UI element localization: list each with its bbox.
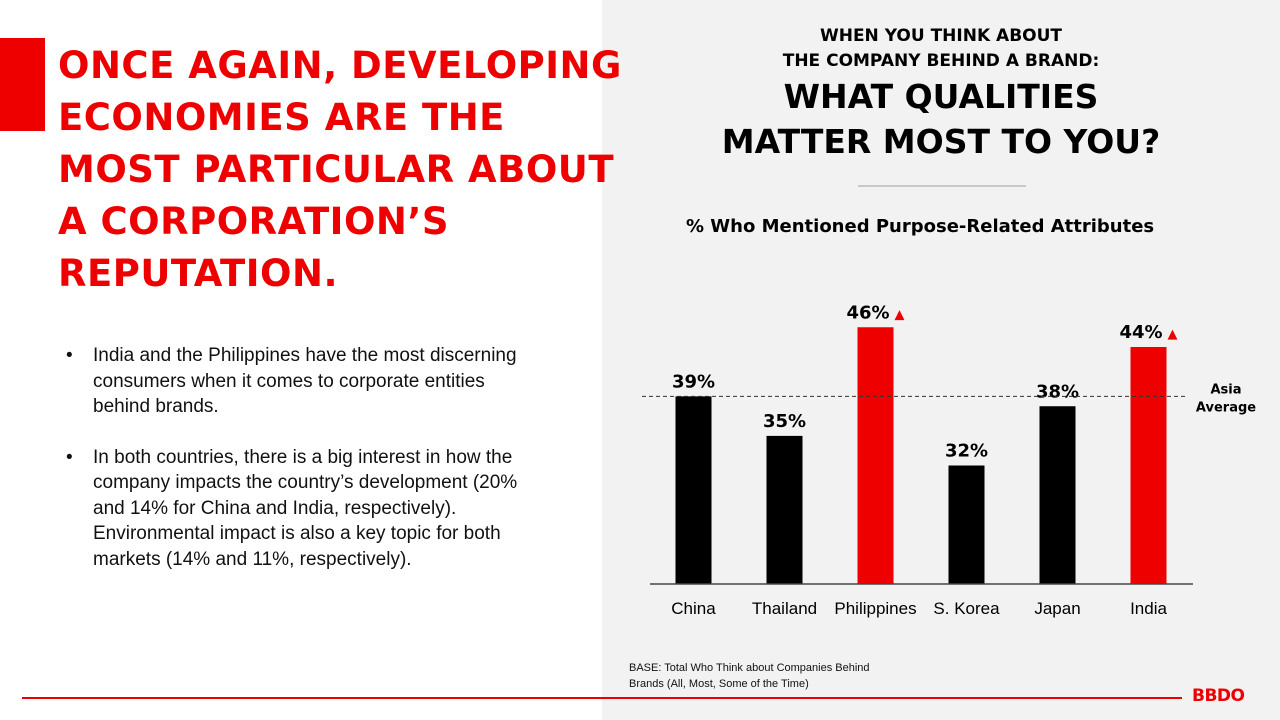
bullet-text-line: India and the Philippines have the most … bbox=[93, 345, 517, 366]
bullet-text-line: Environmental impact is also a key topic… bbox=[93, 523, 501, 544]
headline-line: ECONOMIES ARE THE bbox=[58, 96, 505, 139]
accent-block bbox=[0, 38, 45, 131]
category-label: China bbox=[671, 599, 716, 618]
bar-value-label: 32% bbox=[945, 441, 988, 462]
headline-line: MOST PARTICULAR ABOUT bbox=[58, 148, 615, 191]
bullet-text-line: and 14% for China and India, respectivel… bbox=[93, 497, 457, 519]
bullet-text-line: behind brands. bbox=[93, 396, 219, 417]
question-heading-line: MATTER MOST TO YOU? bbox=[721, 122, 1161, 161]
divider bbox=[858, 185, 1026, 187]
category-label: Philippines bbox=[834, 599, 916, 618]
base-note-line: BASE: Total Who Think about Companies Be… bbox=[629, 662, 870, 674]
headline: ONCE AGAIN, DEVELOPING ECONOMIES ARE THE… bbox=[58, 40, 622, 300]
headline-line: REPUTATION. bbox=[58, 252, 339, 295]
category-label: Japan bbox=[1034, 599, 1080, 618]
asia-average-label: Average bbox=[1196, 400, 1256, 415]
question-heading-line: WHAT QUALITIES bbox=[783, 77, 1099, 116]
category-label: Thailand bbox=[752, 599, 817, 618]
bullet-item: • India and the Philippines have the mos… bbox=[66, 343, 566, 420]
bar-china bbox=[675, 396, 712, 584]
asia-average-label: Asia bbox=[1210, 382, 1241, 397]
bullet-marker: • bbox=[66, 345, 73, 366]
bar-value-label: 35% bbox=[763, 411, 806, 432]
bullet-text-line: markets (14% and 11%, respectively). bbox=[93, 548, 412, 570]
base-note: BASE: Total Who Think about Companies Be… bbox=[629, 660, 870, 692]
base-note-line: Brands (All, Most, Some of the Time) bbox=[629, 678, 809, 690]
bar-value-label: 46% ▲ bbox=[846, 302, 904, 323]
bullet-text-line: company impacts the country’s developmen… bbox=[93, 472, 518, 493]
bar-india bbox=[1130, 347, 1167, 584]
bar-japan bbox=[1039, 406, 1076, 584]
chart-title: % Who Mentioned Purpose-Related Attribut… bbox=[686, 216, 1155, 237]
bar-value-label: 39% bbox=[672, 371, 715, 392]
bar-philippines bbox=[857, 327, 894, 584]
right-panel bbox=[602, 0, 1280, 720]
increase-marker-icon: ▲ bbox=[895, 307, 905, 322]
increase-marker-icon: ▲ bbox=[1168, 327, 1178, 342]
footer-rule bbox=[22, 697, 1182, 699]
bar-s-korea bbox=[948, 465, 985, 584]
bullet-item: • In both countries, there is a big inte… bbox=[66, 445, 566, 573]
bar-value-label: 44% ▲ bbox=[1119, 322, 1177, 343]
bullet-text-line: consumers when it comes to corporate ent… bbox=[93, 370, 485, 392]
bullet-list: • India and the Philippines have the mos… bbox=[66, 343, 566, 597]
question-intro-line: WHEN YOU THINK ABOUT bbox=[819, 26, 1063, 46]
bar-value-label: 38% bbox=[1036, 381, 1079, 402]
bullet-text-line: In both countries, there is a big intere… bbox=[93, 446, 513, 468]
bar-thailand bbox=[766, 435, 803, 584]
left-panel bbox=[0, 0, 602, 720]
question-intro-line: THE COMPANY BEHIND A BRAND: bbox=[782, 51, 1100, 71]
bullet-marker: • bbox=[66, 446, 73, 468]
category-label: S. Korea bbox=[933, 599, 1000, 618]
category-label: India bbox=[1130, 599, 1167, 618]
headline-line: A CORPORATION’S bbox=[58, 200, 450, 243]
bbdo-logo: BBDO bbox=[1192, 686, 1245, 706]
headline-line: ONCE AGAIN, DEVELOPING bbox=[58, 44, 622, 87]
